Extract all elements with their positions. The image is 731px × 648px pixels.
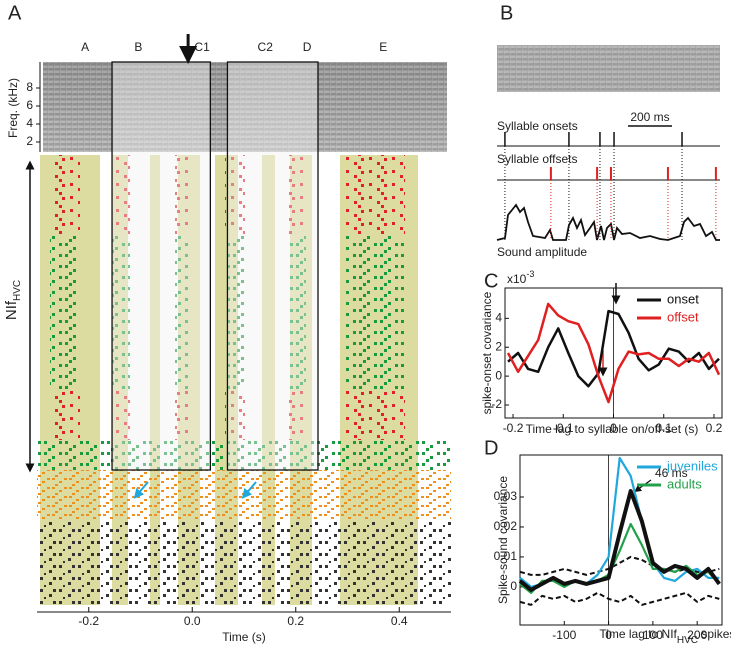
- segment-box: [226, 61, 319, 471]
- x-axis-title-part: spikes (ms): [698, 627, 731, 641]
- segment-label: B: [134, 40, 142, 54]
- y-axis-title: spike-onset covariance: [480, 291, 494, 414]
- series-line: [518, 489, 721, 592]
- x-axis-title-part: HVC: [677, 635, 698, 646]
- x-tick-label: -0.2: [503, 421, 524, 435]
- x-tick-label: 0.4: [391, 614, 408, 628]
- y-tick-label: -2: [491, 397, 502, 411]
- segment-label: E: [379, 40, 387, 54]
- x-axis-title: Time (s): [222, 630, 266, 644]
- x-axis-title: Time lag to syllable on/off-set (s): [526, 422, 699, 436]
- scale-label: x10-3: [507, 269, 534, 286]
- y-tick-label: 4: [495, 311, 502, 325]
- segment-label: D: [303, 40, 312, 54]
- freq-tick-label: 4: [26, 116, 33, 130]
- x-tick-label: 100: [643, 628, 663, 642]
- series-line: [519, 591, 720, 606]
- freq-axis-title: Freq. (kHz): [6, 78, 20, 138]
- spectrogram-texture: [43, 62, 447, 152]
- x-tick-label: 0.1: [655, 421, 672, 435]
- y-axis-title-part: HVC: [12, 280, 23, 301]
- amplitude-trace: [496, 203, 720, 241]
- plot-frame: [519, 454, 723, 626]
- panel-letter: D: [484, 437, 498, 459]
- x-tick-label: -0.1: [553, 421, 574, 435]
- cue-arrow: [133, 481, 149, 499]
- panel-letter: C: [484, 270, 498, 292]
- x-tick-label: -100: [552, 628, 576, 642]
- row-label: Sound amplitude: [497, 245, 587, 259]
- y-tick-label: 0: [510, 579, 517, 593]
- x-tick-label: 0: [610, 421, 617, 435]
- freq-tick-label: 2: [26, 134, 33, 148]
- freq-tick-label: 6: [26, 98, 33, 112]
- y-tick-label: 0: [495, 368, 502, 382]
- segment-label: C1: [194, 40, 210, 54]
- scale-label-part: x10: [507, 272, 527, 286]
- y-tick-label: 0.02: [494, 519, 518, 533]
- cue-arrow: [241, 481, 257, 499]
- legend-label: adults: [667, 476, 702, 491]
- x-tick-label: 0.2: [287, 614, 304, 628]
- x-tick-label: 0.2: [706, 421, 723, 435]
- row-label: Syllable onsets: [497, 119, 578, 133]
- segment-box: [111, 61, 212, 471]
- spectrogram-texture: [497, 45, 720, 92]
- panel-letter: A: [8, 2, 22, 24]
- spike-raster: [37, 155, 451, 605]
- series-line: [519, 555, 720, 576]
- x-tick-label: 200: [687, 628, 707, 642]
- y-tick-label: 0.03: [494, 489, 518, 503]
- segment-label: A: [81, 40, 89, 54]
- series-line: [519, 522, 721, 594]
- legend-label: juveniles: [666, 458, 718, 473]
- y-axis-title: NIfHVC: [3, 280, 23, 320]
- scale-label-part: -3: [526, 269, 534, 279]
- row-label: Syllable offsets: [497, 152, 578, 166]
- y-axis-title-part: NIf: [3, 300, 20, 320]
- x-tick-label: 0: [605, 628, 612, 642]
- panel-a-layout: [25, 62, 451, 605]
- scale-bar-label: 200 ms: [630, 110, 669, 124]
- x-tick-label: 0.0: [184, 614, 201, 628]
- y-axis-title: Spike-sound covariance: [496, 476, 510, 604]
- segment-label: C2: [258, 40, 274, 54]
- y-tick-label: 2: [495, 339, 502, 353]
- freq-tick-label: 8: [26, 80, 33, 94]
- x-tick-label: -0.2: [78, 614, 99, 628]
- series-line: [506, 302, 721, 404]
- x-axis-title-part: Time lag to NIf: [599, 627, 677, 641]
- annotation: 46 ms: [655, 466, 688, 480]
- legend-label: offset: [667, 309, 699, 324]
- y-tick-label: 0.01: [494, 549, 518, 563]
- x-axis-title: Time lag to NIfHVC spikes (ms): [599, 627, 731, 646]
- panel-b-layout: [496, 45, 720, 241]
- panel-letter: B: [500, 2, 513, 24]
- legend-label: onset: [667, 291, 699, 306]
- series-line: [507, 309, 720, 388]
